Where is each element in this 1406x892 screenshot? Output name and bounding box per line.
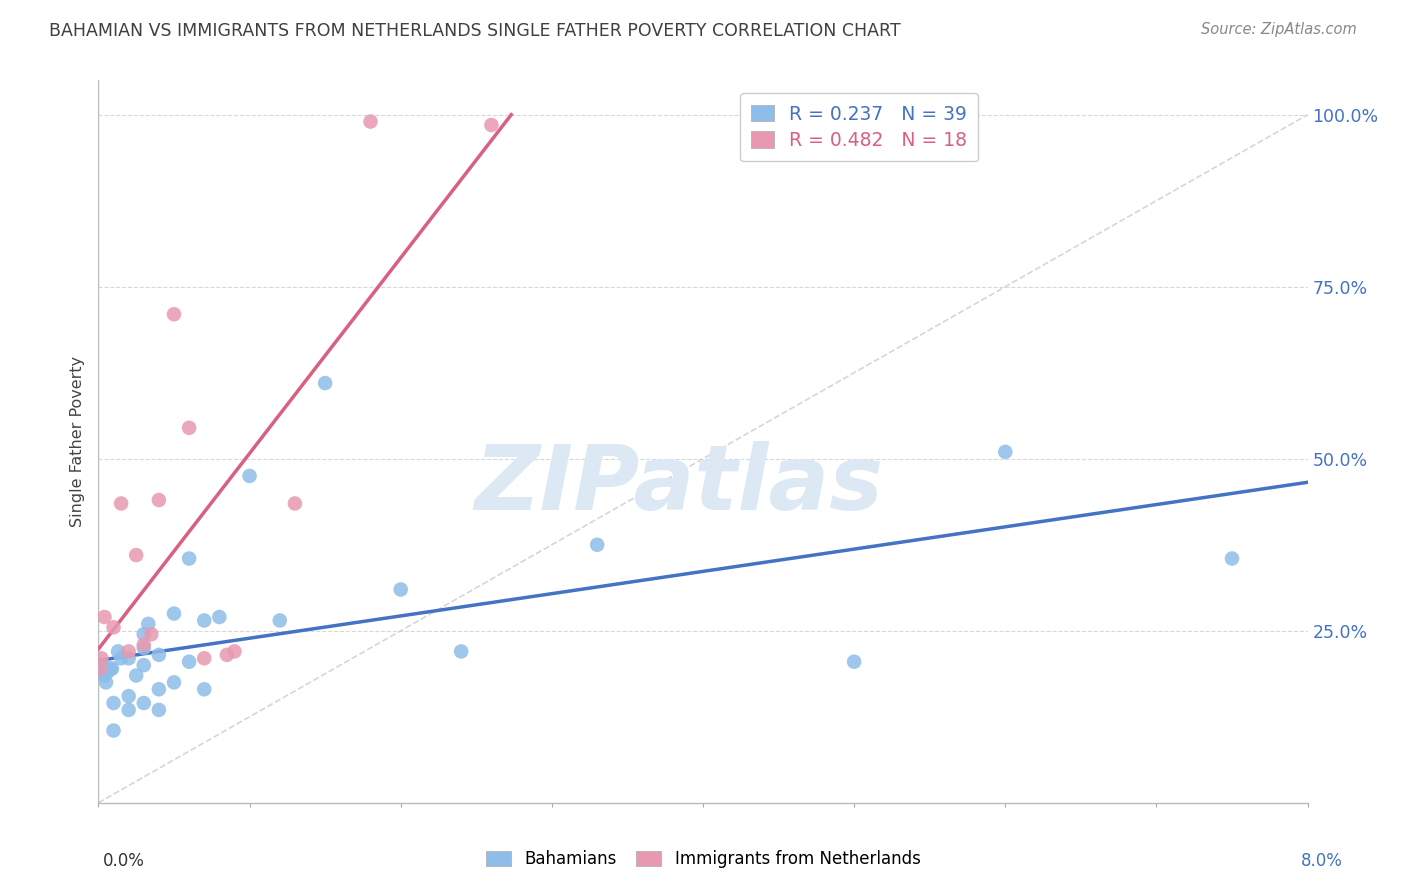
Point xyxy=(110,496,132,510)
Legend: Bahamians, Immigrants from Netherlands: Bahamians, Immigrants from Netherlands xyxy=(479,844,927,875)
Point xyxy=(103,696,125,710)
Y-axis label: Single Father Poverty: Single Father Poverty xyxy=(70,356,86,527)
Point xyxy=(148,682,170,697)
Point xyxy=(132,658,155,673)
Point xyxy=(163,307,186,321)
Point xyxy=(100,662,122,676)
Point xyxy=(132,640,155,655)
Point xyxy=(91,658,114,673)
Point xyxy=(224,644,246,658)
Point xyxy=(93,668,115,682)
Point xyxy=(389,582,412,597)
Point xyxy=(107,644,129,658)
Text: 0.0%: 0.0% xyxy=(103,852,145,870)
Point xyxy=(136,616,159,631)
Point xyxy=(179,551,201,566)
Point xyxy=(132,627,155,641)
Point xyxy=(94,675,117,690)
Point xyxy=(90,651,112,665)
Point xyxy=(89,662,111,676)
Text: Source: ZipAtlas.com: Source: ZipAtlas.com xyxy=(1201,22,1357,37)
Point xyxy=(132,638,155,652)
Point xyxy=(125,548,148,562)
Point xyxy=(90,665,112,679)
Point xyxy=(118,703,141,717)
Point xyxy=(118,644,141,658)
Point xyxy=(1220,551,1243,566)
Text: BAHAMIAN VS IMMIGRANTS FROM NETHERLANDS SINGLE FATHER POVERTY CORRELATION CHART: BAHAMIAN VS IMMIGRANTS FROM NETHERLANDS … xyxy=(49,22,901,40)
Point xyxy=(193,682,215,697)
Point xyxy=(118,689,141,703)
Point xyxy=(360,114,382,128)
Point xyxy=(179,421,201,435)
Point xyxy=(148,648,170,662)
Point xyxy=(586,538,609,552)
Point xyxy=(208,610,231,624)
Point xyxy=(141,627,163,641)
Legend: R = 0.237   N = 39, R = 0.482   N = 18: R = 0.237 N = 39, R = 0.482 N = 18 xyxy=(740,94,977,161)
Point xyxy=(450,644,472,658)
Point xyxy=(269,614,291,628)
Point xyxy=(994,445,1017,459)
Point xyxy=(96,665,118,679)
Point xyxy=(148,703,170,717)
Point xyxy=(239,469,262,483)
Point xyxy=(179,655,201,669)
Point xyxy=(125,668,148,682)
Point xyxy=(110,651,132,665)
Point xyxy=(148,493,170,508)
Point xyxy=(844,655,866,669)
Text: ZIPatlas: ZIPatlas xyxy=(474,441,883,529)
Point xyxy=(163,607,186,621)
Point xyxy=(118,651,141,665)
Point xyxy=(93,610,115,624)
Point xyxy=(101,662,124,676)
Point xyxy=(163,675,186,690)
Point xyxy=(103,723,125,738)
Point xyxy=(284,496,307,510)
Point xyxy=(132,696,155,710)
Point xyxy=(314,376,336,390)
Point xyxy=(193,614,215,628)
Point xyxy=(215,648,238,662)
Point xyxy=(481,118,503,132)
Text: 8.0%: 8.0% xyxy=(1301,852,1343,870)
Point xyxy=(103,620,125,634)
Point xyxy=(193,651,215,665)
